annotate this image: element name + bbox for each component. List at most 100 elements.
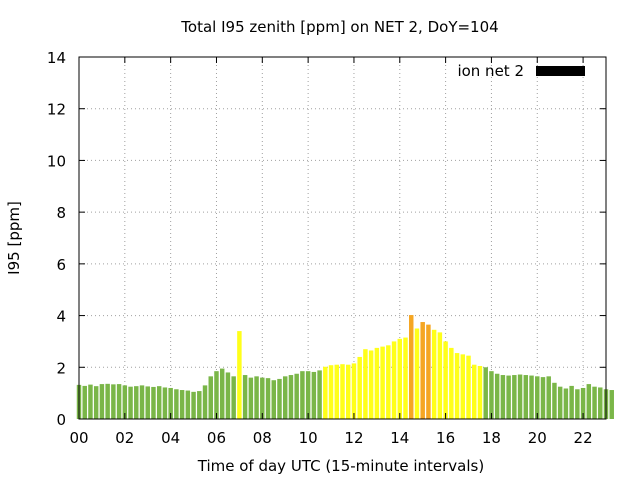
bar: [111, 384, 116, 419]
bar: [116, 384, 122, 419]
y-tick-label: 4: [56, 308, 66, 326]
bar: [500, 375, 506, 419]
bar: [168, 387, 173, 419]
x-tick-label: 00: [69, 429, 88, 447]
bar: [288, 375, 294, 419]
bar: [386, 345, 391, 419]
x-axis-label: Time of day UTC (15-minute intervals): [197, 457, 484, 475]
x-tick-label: 14: [390, 429, 409, 447]
bar: [237, 331, 242, 419]
x-tick-label: 08: [253, 429, 272, 447]
bar: [139, 385, 145, 419]
bar: [219, 368, 225, 419]
bar: [506, 375, 511, 419]
x-tick-label: 02: [115, 429, 134, 447]
bar: [391, 341, 397, 419]
bar: [225, 372, 231, 419]
bar: [99, 384, 105, 419]
bar: [134, 386, 139, 419]
bar: [477, 365, 483, 419]
bar: [523, 375, 529, 419]
bar: [122, 385, 128, 419]
bar: [380, 346, 385, 419]
bar: [340, 364, 345, 419]
bar: [586, 384, 592, 419]
bar: [437, 332, 443, 419]
bar: [294, 373, 299, 419]
bar: [351, 363, 357, 419]
bar: [460, 354, 466, 419]
bar: [357, 356, 362, 419]
chart-title: Total I95 zenith [ppm] on NET 2, DoY=104: [180, 18, 498, 36]
bar: [409, 315, 414, 419]
y-axis-label: I95 [ppm]: [5, 201, 23, 275]
bars-layer: [76, 315, 614, 419]
bar: [231, 376, 236, 419]
y-tick-label: 10: [47, 152, 66, 170]
bar: [598, 387, 603, 419]
bar: [82, 385, 87, 419]
bar: [609, 390, 614, 419]
bar: [328, 365, 334, 419]
bar: [517, 374, 523, 419]
bar: [317, 370, 322, 419]
bar: [489, 371, 494, 419]
bar: [403, 337, 408, 419]
bar: [363, 349, 368, 419]
bar: [483, 367, 488, 419]
bar: [145, 386, 150, 419]
y-tick-label: 0: [56, 411, 66, 429]
bar: [443, 341, 448, 419]
bar: [323, 366, 328, 419]
x-tick-label: 06: [207, 429, 226, 447]
grid-layer: [79, 57, 606, 419]
bar: [540, 377, 546, 419]
x-tick-label: 20: [528, 429, 547, 447]
bar: [420, 322, 425, 419]
y-tick-label: 12: [47, 101, 66, 119]
bar: [334, 364, 340, 419]
bar: [277, 378, 282, 419]
bar: [271, 380, 276, 419]
bar: [345, 364, 351, 419]
bar: [202, 385, 208, 419]
bar: [248, 377, 254, 419]
bar: [512, 375, 517, 419]
legend-label: ion net 2: [457, 62, 524, 80]
x-tick-label: 10: [299, 429, 318, 447]
bar: [185, 390, 191, 419]
bar: [535, 376, 540, 419]
bar: [191, 391, 196, 419]
bar: [242, 375, 248, 419]
bar: [305, 371, 311, 419]
bar: [426, 324, 431, 419]
bar: [179, 390, 185, 419]
bar: [552, 382, 557, 419]
bar: [254, 376, 259, 419]
x-tick-label: 18: [482, 429, 501, 447]
legend: ion net 2: [457, 62, 585, 80]
bar: [397, 338, 403, 419]
x-tick-label: 04: [161, 429, 180, 447]
bar: [569, 385, 574, 419]
x-tick-label: 12: [344, 429, 363, 447]
legend-swatch: [536, 66, 585, 76]
y-tick-label: 6: [56, 256, 66, 274]
bar: [374, 347, 380, 419]
bar: [449, 347, 454, 419]
bar: [197, 391, 202, 419]
bar: [300, 371, 305, 419]
bar: [282, 376, 288, 419]
bar: [368, 350, 374, 419]
bar: [454, 353, 460, 419]
bar: [214, 371, 219, 419]
bar: [557, 386, 563, 419]
bar: [414, 328, 420, 419]
bar: [472, 364, 477, 419]
bar: [575, 389, 580, 419]
bar: [265, 378, 271, 419]
bar: [208, 376, 213, 419]
bar: [174, 389, 179, 419]
